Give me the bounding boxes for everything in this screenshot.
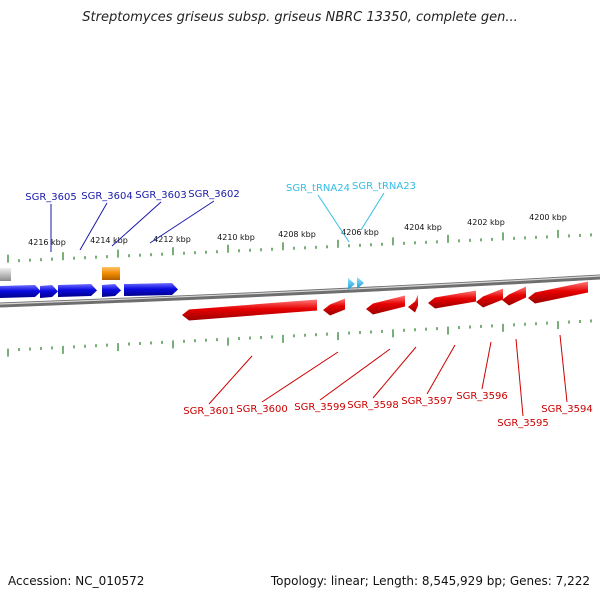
gene-label-sgr-3597[interactable]: SGR_3597 (401, 396, 453, 407)
other-feature[interactable] (102, 267, 120, 280)
genome-backbone-highlight (0, 275, 600, 305)
label-leader-line (319, 348, 391, 401)
label-leader-line (111, 201, 162, 247)
tick-labels: 4216 kbp 4214 kbp 4212 kbp 4210 kbp 4208 kbp… (28, 213, 567, 247)
tick-label: 4216 kbp (28, 238, 66, 247)
gene-label-sgr-3599[interactable]: SGR_3599 (294, 402, 346, 413)
forward-gene-arrow[interactable] (124, 283, 178, 296)
forward-gene-arrow[interactable] (0, 285, 41, 298)
genome-summary-text: Topology: linear; Length: 8,545,929 bp; … (270, 574, 590, 588)
gene-label-sgr-3603[interactable]: SGR_3603 (135, 190, 187, 201)
reverse-gene-arrow[interactable] (476, 288, 503, 308)
label-leader-line (79, 202, 108, 251)
trna-genes (348, 277, 364, 290)
label-leader-line (208, 355, 253, 405)
gene-label-sgr-3594[interactable]: SGR_3594 (541, 404, 593, 415)
label-leader-lines (50, 192, 568, 417)
gene-label-sgr-3600[interactable]: SGR_3600 (236, 404, 288, 415)
label-leader-line (426, 344, 456, 395)
gene-label-sgr-3604[interactable]: SGR_3604 (81, 191, 133, 202)
gene-label-sgr-3598[interactable]: SGR_3598 (347, 400, 399, 411)
tick-label: 4204 kbp (404, 223, 442, 232)
label-leader-line (515, 338, 524, 417)
lower-tick-scale (7, 319, 592, 357)
trna-gene-arrow[interactable] (357, 277, 364, 289)
reverse-gene-arrow[interactable] (366, 295, 405, 315)
label-leader-line (372, 346, 417, 399)
tick-label: 4212 kbp (153, 235, 191, 244)
reverse-gene-arrow[interactable] (323, 298, 345, 316)
accession-text: Accession: NC_010572 (8, 574, 145, 588)
forward-gene-arrow[interactable] (40, 285, 58, 298)
label-leader-line (559, 334, 568, 403)
gene-label-sgr-3595[interactable]: SGR_3595 (497, 418, 549, 429)
tick-label: 4208 kbp (278, 230, 316, 239)
page-title: Streptomyces griseus subsp. griseus NBRC… (82, 10, 518, 25)
gene-label-sgr-3601[interactable]: SGR_3601 (183, 406, 235, 417)
reverse-gene-arrow[interactable] (528, 281, 588, 304)
reverse-gene-arrow[interactable] (428, 290, 476, 309)
trna-gene-arrow[interactable] (348, 278, 355, 290)
gene-label-sgr-3602[interactable]: SGR_3602 (188, 189, 240, 200)
label-leader-line (149, 200, 215, 244)
forward-strand-genes (0, 283, 178, 298)
forward-gene-arrow[interactable] (102, 284, 121, 297)
label-leader-line (360, 192, 385, 231)
forward-gene-arrow[interactable] (58, 284, 97, 297)
reverse-strand-genes (182, 281, 588, 321)
label-leader-line (317, 194, 350, 243)
tick-label: 4206 kbp (341, 228, 379, 237)
tick-label: 4210 kbp (217, 233, 255, 242)
reverse-gene-arrow[interactable] (408, 294, 418, 313)
label-leader-line (261, 351, 339, 403)
tick-label: 4202 kbp (467, 218, 505, 227)
tick-label: 4200 kbp (529, 213, 567, 222)
genome-backbone (0, 274, 600, 308)
label-leader-line (481, 341, 492, 390)
upper-tick-scale (7, 229, 592, 263)
tick-label: 4214 kbp (90, 236, 128, 245)
gene-label-sgr-trna24[interactable]: SGR_tRNA24 (286, 183, 350, 194)
gene-label-sgr-3605[interactable]: SGR_3605 (25, 192, 77, 203)
reverse-gene-arrow[interactable] (502, 286, 526, 306)
partial-gene-feature[interactable] (0, 268, 11, 281)
gene-label-sgr-3596[interactable]: SGR_3596 (456, 391, 508, 402)
gene-label-sgr-trna23[interactable]: SGR_tRNA23 (352, 181, 416, 192)
reverse-gene-arrow[interactable] (182, 299, 317, 321)
